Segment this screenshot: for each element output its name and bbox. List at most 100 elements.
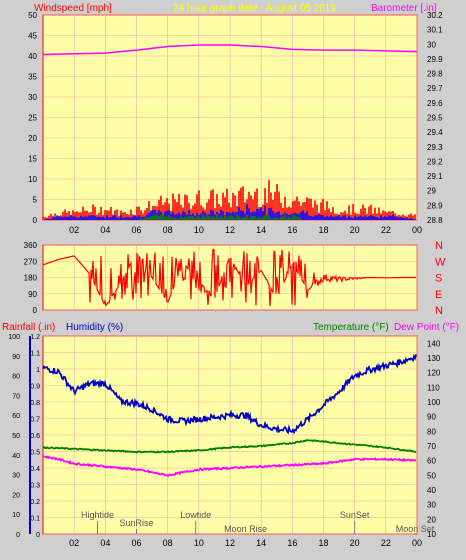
barometer-tick-label: 28.8: [427, 216, 443, 225]
humidity-tick-label: 30: [12, 473, 20, 480]
wind-x-tick-label: 12: [225, 225, 235, 235]
windspeed-tick-label: 20: [28, 134, 37, 143]
temp-x-tick-label: 16: [287, 538, 297, 548]
rainfall-tick-label: 0.9: [30, 384, 40, 391]
wind-x-tick-label: 14: [256, 225, 266, 235]
temperature-axis-title: Temperature (°F): [313, 322, 389, 333]
humidity-axis-title: Humidity (%): [66, 322, 123, 333]
event-label: SunSet: [340, 510, 370, 520]
windspeed-tick-label: 10: [28, 175, 37, 184]
barometer-tick-label: 29.8: [427, 70, 443, 79]
graph-date-title: 24 hour graph date - August 05 2019: [173, 3, 336, 14]
rainfall-axis-title: Rainfall (.in): [2, 322, 55, 333]
temp-x-tick-label: 18: [318, 538, 328, 548]
event-label: Moon Rise: [224, 524, 267, 534]
temperature-tick-label: 40: [427, 486, 436, 495]
barometer-tick-label: 29.2: [427, 157, 443, 166]
temp-x-tick-label: 20: [350, 538, 360, 548]
temperature-tick-label: 90: [427, 413, 436, 422]
barometer-tick-label: 29.6: [427, 99, 443, 108]
rainfall-tick-label: 0.3: [30, 483, 40, 490]
direction-tick-label: 360: [24, 241, 38, 250]
humidity-tick-label: 20: [12, 492, 20, 499]
event-label: Lowtide: [180, 510, 211, 520]
humidity-tick-label: 40: [12, 453, 20, 460]
direction-tick-label: 90: [28, 290, 37, 299]
temperature-tick-label: 130: [427, 354, 441, 363]
temperature-tick-label: 50: [427, 471, 436, 480]
barometer-tick-label: 30.2: [427, 11, 443, 20]
compass-label: N: [435, 240, 443, 252]
rainfall-tick-label: 0.7: [30, 417, 40, 424]
barometer-line: [42, 44, 418, 56]
wind-barometer-ticks: 02 04 06 08 10 12 14 16 18 20 22 000510152025303540…: [28, 11, 443, 235]
temperature-tick-label: 60: [427, 457, 436, 466]
windspeed-tick-label: 30: [28, 93, 37, 102]
temp-x-tick-label: 14: [256, 538, 266, 548]
temperature-tick-label: 20: [427, 515, 436, 524]
humidity-temperature-grid: [43, 335, 418, 535]
wind-x-tick-label: 06: [131, 225, 141, 235]
humidity-tick-label: 100: [8, 334, 20, 341]
temp-x-tick-label: 06: [131, 538, 141, 548]
dewpoint-line: [43, 455, 417, 478]
rainfall-tick-label: 1: [36, 367, 40, 374]
windspeed-axis-title: Windspeed [mph]: [34, 3, 112, 14]
temp-x-tick-label: 12: [225, 538, 235, 548]
humidity-temperature-lines: [42, 353, 417, 478]
humidity-temperature-ticks: 02 04 06 08 10 12 14 16 18 20 22 0000.10.20.30.40.5…: [8, 334, 441, 548]
temperature-tick-label: 100: [427, 398, 441, 407]
humidity-tick-label: 80: [12, 374, 20, 381]
wind-direction-lines: [42, 248, 416, 307]
windspeed-tick-label: 50: [28, 11, 37, 20]
barometer-tick-label: 29.9: [427, 55, 443, 64]
wind-x-tick-label: 00: [412, 225, 422, 235]
windspeed-tick-label: 40: [28, 52, 37, 61]
barometer-tick-label: 29: [427, 187, 436, 196]
barometer-axis-title: Barometer [.in]: [371, 3, 437, 14]
compass-label: N: [435, 305, 443, 317]
rainfall-tick-label: 0: [36, 532, 40, 539]
dewpoint-axis-title: Dew Point (°F): [394, 322, 459, 333]
temperature-tick-label: 110: [427, 383, 440, 392]
wind-x-tick-label: 20: [350, 225, 360, 235]
windspeed-tick-label: 35: [28, 73, 37, 82]
windspeed-tick-label: 15: [28, 155, 37, 164]
event-label: Hightide: [81, 510, 114, 520]
humidity-tick-label: 90: [12, 354, 20, 361]
humidity-tick-label: 10: [12, 512, 20, 519]
barometer-tick-label: 30.1: [427, 26, 443, 35]
barometer-tick-label: 29.4: [427, 128, 443, 137]
temperature-tick-label: 80: [427, 427, 436, 436]
rainfall-tick-label: 0.1: [30, 516, 40, 523]
temperature-tick-label: 120: [427, 369, 441, 378]
wind-x-tick-label: 18: [318, 225, 328, 235]
wind-barometer-lines: [42, 44, 418, 56]
windspeed-tick-label: 5: [33, 196, 38, 205]
compass-label: W: [435, 256, 446, 268]
barometer-tick-label: 29.7: [427, 84, 443, 93]
humidity-tick-label: 50: [12, 433, 20, 440]
temp-x-tick-label: 04: [100, 538, 110, 548]
rainfall-tick-label: 0.4: [30, 466, 40, 473]
direction-tick-label: 180: [24, 274, 38, 283]
wind-x-tick-label: 22: [381, 225, 391, 235]
wind-direction-line: [42, 248, 416, 307]
barometer-tick-label: 30: [427, 40, 436, 49]
windspeed-bars: [42, 180, 416, 220]
temp-x-tick-label: 10: [194, 538, 204, 548]
temperature-line: [42, 439, 417, 454]
rainfall-tick-label: 1.1: [30, 351, 40, 358]
event-markers: Hightide SunRise Lowtide Moon Rise SunSet Moo…: [81, 510, 435, 535]
compass-label: S: [435, 273, 442, 285]
temperature-tick-label: 70: [427, 442, 436, 451]
barometer-tick-label: 29.1: [427, 172, 443, 181]
temperature-tick-label: 10: [427, 530, 436, 539]
humidity-line: [42, 353, 417, 435]
rainfall-tick-label: 0.6: [30, 433, 40, 440]
rainfall-tick-label: 0.5: [30, 450, 40, 457]
temperature-tick-label: 30: [427, 501, 436, 510]
wind-x-tick-label: 02: [69, 225, 79, 235]
